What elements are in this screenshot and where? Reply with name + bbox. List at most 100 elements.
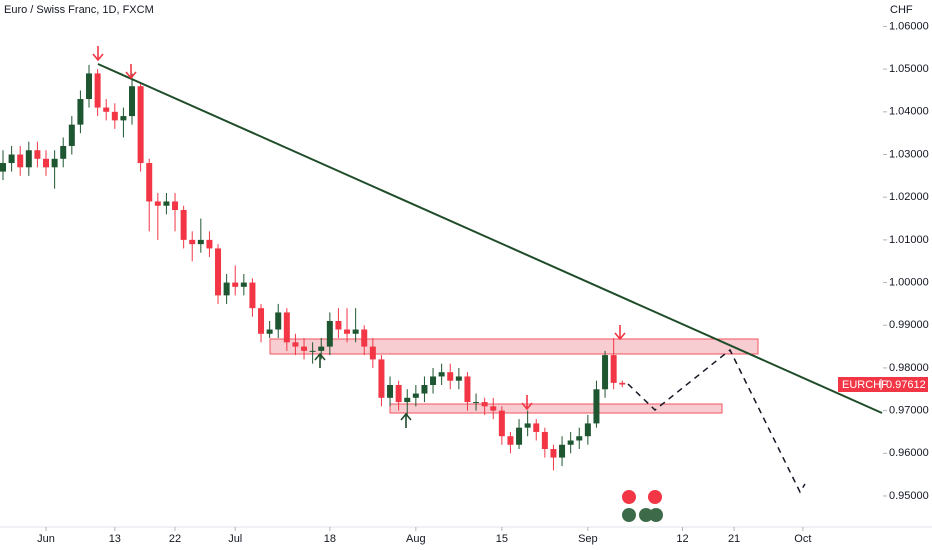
candle-body xyxy=(610,355,617,383)
candle-body xyxy=(421,385,428,394)
candle-body xyxy=(490,406,497,411)
trend-line xyxy=(97,63,883,414)
chart-title: Euro / Swiss Franc, 1D, FXCM xyxy=(4,4,154,16)
candle-body xyxy=(447,372,454,381)
candle-body xyxy=(86,73,93,100)
candle-body xyxy=(163,201,170,206)
candle-body xyxy=(60,145,67,159)
candle-body xyxy=(249,282,256,309)
candle-body xyxy=(77,99,84,125)
candle-body xyxy=(292,342,299,347)
y-tick-label: 1.00000 xyxy=(889,276,929,288)
candle-body xyxy=(8,154,15,164)
candle-body xyxy=(146,163,153,202)
candle-body xyxy=(593,389,600,424)
unit-label: CHF xyxy=(890,4,913,16)
candle-body xyxy=(602,355,609,390)
candle-body xyxy=(559,444,566,458)
candle-body xyxy=(223,282,230,296)
zones xyxy=(269,338,759,414)
candle-body xyxy=(524,423,531,428)
candle-body xyxy=(258,308,265,334)
y-tick-label: 1.06000 xyxy=(889,20,929,32)
y-tick-label: 0.97000 xyxy=(889,405,929,417)
candle-body xyxy=(232,282,239,287)
arrow xyxy=(314,352,326,368)
down-arrows xyxy=(92,46,626,411)
last-price: 0.97612 xyxy=(886,379,926,391)
candle-body xyxy=(541,431,548,450)
candle-body xyxy=(412,393,419,398)
candle-body xyxy=(111,111,118,121)
candle-body xyxy=(266,329,273,334)
candle-body xyxy=(301,346,308,351)
candle-body xyxy=(344,329,351,334)
arrow xyxy=(521,395,533,411)
candle-body xyxy=(34,150,41,159)
y-tick-label: 0.96000 xyxy=(889,447,929,459)
candle-body xyxy=(516,427,523,445)
candle-body xyxy=(129,86,136,117)
candle-body xyxy=(464,376,471,403)
y-tick-label: 1.03000 xyxy=(889,148,929,160)
candle-body xyxy=(369,346,376,360)
candle-body xyxy=(387,385,394,398)
candle-body xyxy=(94,73,101,108)
candle-body xyxy=(352,329,359,334)
candle-body xyxy=(318,346,325,351)
event-icons xyxy=(622,490,663,522)
candle-body xyxy=(567,440,574,445)
y-tick-label: 1.04000 xyxy=(889,106,929,118)
candle-body xyxy=(438,372,445,377)
x-tick-label: 22 xyxy=(169,533,181,545)
candle-body xyxy=(206,239,213,249)
candle-body xyxy=(361,329,368,347)
candle-body xyxy=(576,436,583,441)
x-tick-label: Sep xyxy=(578,533,598,545)
candle-body xyxy=(275,312,282,330)
x-tick-label: Jun xyxy=(37,533,55,545)
candle-body xyxy=(25,150,32,168)
candle-body xyxy=(51,158,58,168)
icon xyxy=(622,490,636,504)
x-tick-label: 18 xyxy=(324,533,336,545)
candle-body xyxy=(283,312,290,343)
icon xyxy=(649,508,663,522)
x-tick-label: 13 xyxy=(109,533,121,545)
x-tick-label: Aug xyxy=(406,533,426,545)
candle-body xyxy=(68,124,75,146)
symbol-label: EURCHF xyxy=(842,379,888,391)
candle-body xyxy=(550,449,557,458)
candle-body xyxy=(473,402,480,404)
y-tick-label: 1.02000 xyxy=(889,191,929,203)
x-tick-label: 21 xyxy=(728,533,740,545)
candle-body xyxy=(326,320,333,347)
y-tick-label: 0.95000 xyxy=(889,490,929,502)
candle-body xyxy=(240,282,247,287)
candle-body xyxy=(481,402,488,407)
support-zone xyxy=(389,403,723,414)
candle-body xyxy=(197,239,204,245)
candle-body xyxy=(0,163,7,172)
up-arrows xyxy=(314,352,412,428)
candle-body xyxy=(172,201,179,210)
candle-body xyxy=(455,376,462,381)
y-tick-label: 0.98000 xyxy=(889,362,929,374)
candle-body xyxy=(533,423,540,432)
candle-body xyxy=(154,201,161,206)
arrow xyxy=(400,412,412,428)
candles xyxy=(0,64,626,471)
icon xyxy=(622,508,636,522)
candle-body xyxy=(189,239,196,245)
candle-body xyxy=(378,359,385,398)
candle-body xyxy=(404,397,411,403)
price-tag xyxy=(838,377,928,392)
arrow xyxy=(125,64,137,80)
y-tick-label: 1.05000 xyxy=(889,63,929,75)
x-tick-label: 15 xyxy=(496,533,508,545)
candle-body xyxy=(430,376,437,385)
candle-body xyxy=(507,436,514,445)
arrow xyxy=(92,46,104,62)
candle-body xyxy=(619,382,626,385)
